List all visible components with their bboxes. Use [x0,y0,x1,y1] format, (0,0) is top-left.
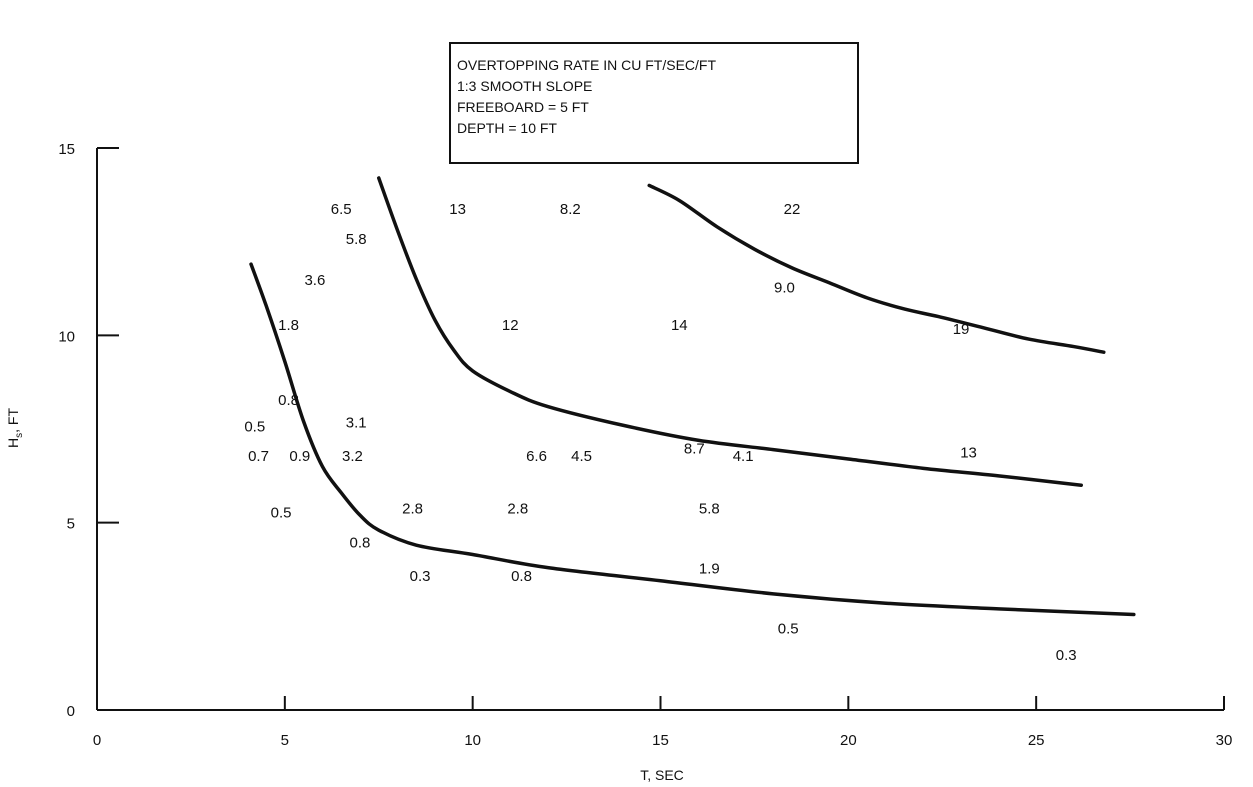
data-point-label: 13 [449,201,466,218]
data-point-label: 0.7 [248,448,269,465]
data-point-label: 5.8 [346,231,367,248]
title-box [449,42,859,164]
threshold-curve-1 [249,262,1136,617]
y-tick-label: 0 [67,703,75,720]
data-point-label: 0.5 [778,621,799,638]
data-point-label: 14 [671,317,688,334]
x-tick-label: 20 [840,732,857,749]
data-point-label: 0.3 [410,568,431,585]
data-point-label: 2.8 [402,501,423,518]
svg-text:Hs, FT: Hs, FT [5,408,25,448]
data-point-label: 4.5 [571,448,592,465]
data-point-label: 5.8 [699,501,720,518]
points-layer: 6.5 5.8 3.6 1.8 0.8 0.5 3.1 0.7 0.9 3.2 0.5 0.8 2.8 0… [244,201,1076,664]
title-line-2: 1:3 SMOOTH SLOPE [457,78,592,94]
title-line-3: FREEBOARD = 5 FT [457,99,589,115]
x-tick-label: 30 [1216,732,1233,749]
curves-layer [249,176,1136,617]
data-point-label: 8.7 [684,441,705,458]
y-axis-title: Hs, FT [5,408,25,448]
title-line-1: OVERTOPPING RATE IN CU FT/SEC/FT [457,57,716,73]
x-tick-label: 25 [1028,732,1045,749]
data-point-label: 3.6 [304,272,325,289]
data-point-label: 0.8 [278,392,299,409]
data-point-label: 8.2 [560,201,581,218]
data-point-label: 3.1 [346,415,367,432]
data-point-label: 1.9 [699,561,720,578]
data-point-label: 0.3 [1056,647,1077,664]
y-tick-label: 10 [58,328,75,345]
data-point-label: 1.8 [278,317,299,334]
data-point-label: 6.6 [526,448,547,465]
threshold-curve-2 [377,176,1083,487]
data-point-label: 0.5 [271,504,292,521]
title-line-4: DEPTH = 10 FT [457,120,557,136]
data-point-label: 22 [784,201,801,218]
data-point-label: 6.5 [331,201,352,218]
y-tick-label: 15 [58,141,75,158]
data-point-label: 0.8 [511,568,532,585]
x-tick-label: 0 [93,732,101,749]
data-point-label: 0.5 [244,418,265,435]
x-tick-label: 5 [281,732,289,749]
data-point-label: 0.9 [289,448,310,465]
y-tick-label: 5 [67,516,75,533]
data-point-label: 9.0 [774,280,795,297]
x-tick-label: 10 [464,732,481,749]
data-point-label: 19 [953,321,970,338]
data-point-label: 13 [960,444,977,461]
data-point-label: 2.8 [507,501,528,518]
x-tick-label: 15 [652,732,669,749]
data-point-label: 4.1 [733,448,754,465]
data-point-label: 12 [502,317,519,334]
data-point-label: 3.2 [342,448,363,465]
data-point-label: 0.8 [350,534,371,551]
threshold-curve-3 [647,183,1106,354]
ticks-layer: 0 5 10 15 20 25 30 0 5 10 15 [58,141,1232,749]
x-axis-title: T, SEC [640,767,684,783]
